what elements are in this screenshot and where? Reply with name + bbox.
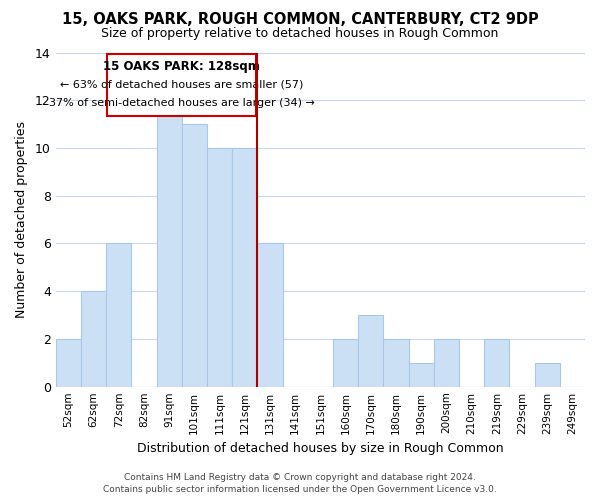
Bar bbox=[484, 339, 509, 386]
Bar bbox=[535, 363, 560, 386]
Text: ← 63% of detached houses are smaller (57): ← 63% of detached houses are smaller (57… bbox=[60, 80, 304, 90]
Bar bbox=[333, 339, 358, 386]
Bar bbox=[383, 339, 409, 386]
Text: 15, OAKS PARK, ROUGH COMMON, CANTERBURY, CT2 9DP: 15, OAKS PARK, ROUGH COMMON, CANTERBURY,… bbox=[62, 12, 538, 28]
Bar bbox=[56, 339, 81, 386]
Bar bbox=[358, 315, 383, 386]
Y-axis label: Number of detached properties: Number of detached properties bbox=[15, 121, 28, 318]
Bar bbox=[106, 244, 131, 386]
Bar bbox=[232, 148, 257, 386]
Bar bbox=[107, 54, 256, 116]
Bar bbox=[81, 291, 106, 386]
Text: Size of property relative to detached houses in Rough Common: Size of property relative to detached ho… bbox=[101, 28, 499, 40]
Bar bbox=[182, 124, 207, 386]
Bar bbox=[207, 148, 232, 386]
Bar bbox=[434, 339, 459, 386]
Text: 37% of semi-detached houses are larger (34) →: 37% of semi-detached houses are larger (… bbox=[49, 98, 314, 108]
Text: 15 OAKS PARK: 128sqm: 15 OAKS PARK: 128sqm bbox=[103, 60, 260, 72]
X-axis label: Distribution of detached houses by size in Rough Common: Distribution of detached houses by size … bbox=[137, 442, 503, 455]
Bar bbox=[257, 244, 283, 386]
Text: Contains HM Land Registry data © Crown copyright and database right 2024.
Contai: Contains HM Land Registry data © Crown c… bbox=[103, 472, 497, 494]
Bar bbox=[409, 363, 434, 386]
Bar bbox=[157, 100, 182, 386]
